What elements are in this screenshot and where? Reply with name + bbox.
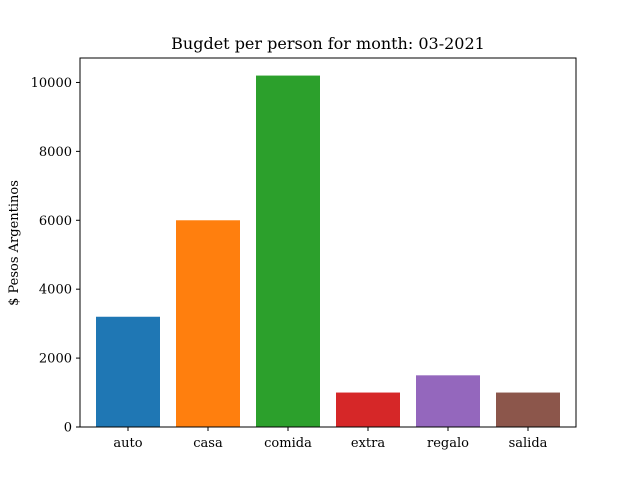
y-ticks-group: 0 2000 4000 6000 8000 10000 <box>31 76 80 436</box>
x-tick-label: comida <box>264 436 312 451</box>
bar-regalo <box>416 375 480 427</box>
bar-casa <box>176 220 240 427</box>
y-tick-label: 8000 <box>39 145 72 160</box>
chart-title: Bugdet per person for month: 03-2021 <box>171 34 485 53</box>
bar-auto <box>96 316 160 427</box>
y-axis-label: $ Pesos Argentinos <box>7 180 22 306</box>
x-tick-label: casa <box>193 436 223 451</box>
y-tick-label: 4000 <box>39 283 72 298</box>
bars-group <box>96 75 560 428</box>
x-tick-label: salida <box>509 436 548 451</box>
x-ticks-group: auto casa comida extra regalo salida <box>113 427 548 451</box>
x-tick-label: auto <box>113 436 142 451</box>
y-tick-label: 10000 <box>31 76 72 91</box>
bar-salida <box>496 392 560 427</box>
x-tick-label: extra <box>351 436 385 451</box>
x-tick-label: regalo <box>427 436 469 451</box>
bar-comida <box>256 75 320 428</box>
y-tick-label: 0 <box>64 421 72 436</box>
y-tick-label: 2000 <box>39 352 72 367</box>
bar-extra <box>336 392 400 427</box>
y-tick-label: 6000 <box>39 214 72 229</box>
plot-frame <box>79 57 577 428</box>
